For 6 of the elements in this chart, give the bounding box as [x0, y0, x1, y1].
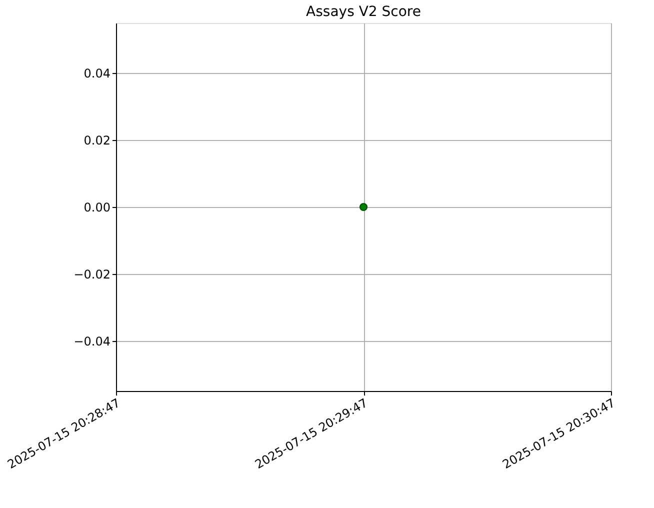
y-tick-label: 0.04	[84, 66, 110, 81]
y-tick-label: −0.02	[74, 267, 110, 282]
chart-title: Assays V2 Score	[306, 4, 421, 20]
y-tick-label: −0.04	[74, 334, 110, 348]
y-tick-label: 0.02	[84, 134, 110, 148]
y-tick-label: 0.00	[84, 200, 110, 214]
